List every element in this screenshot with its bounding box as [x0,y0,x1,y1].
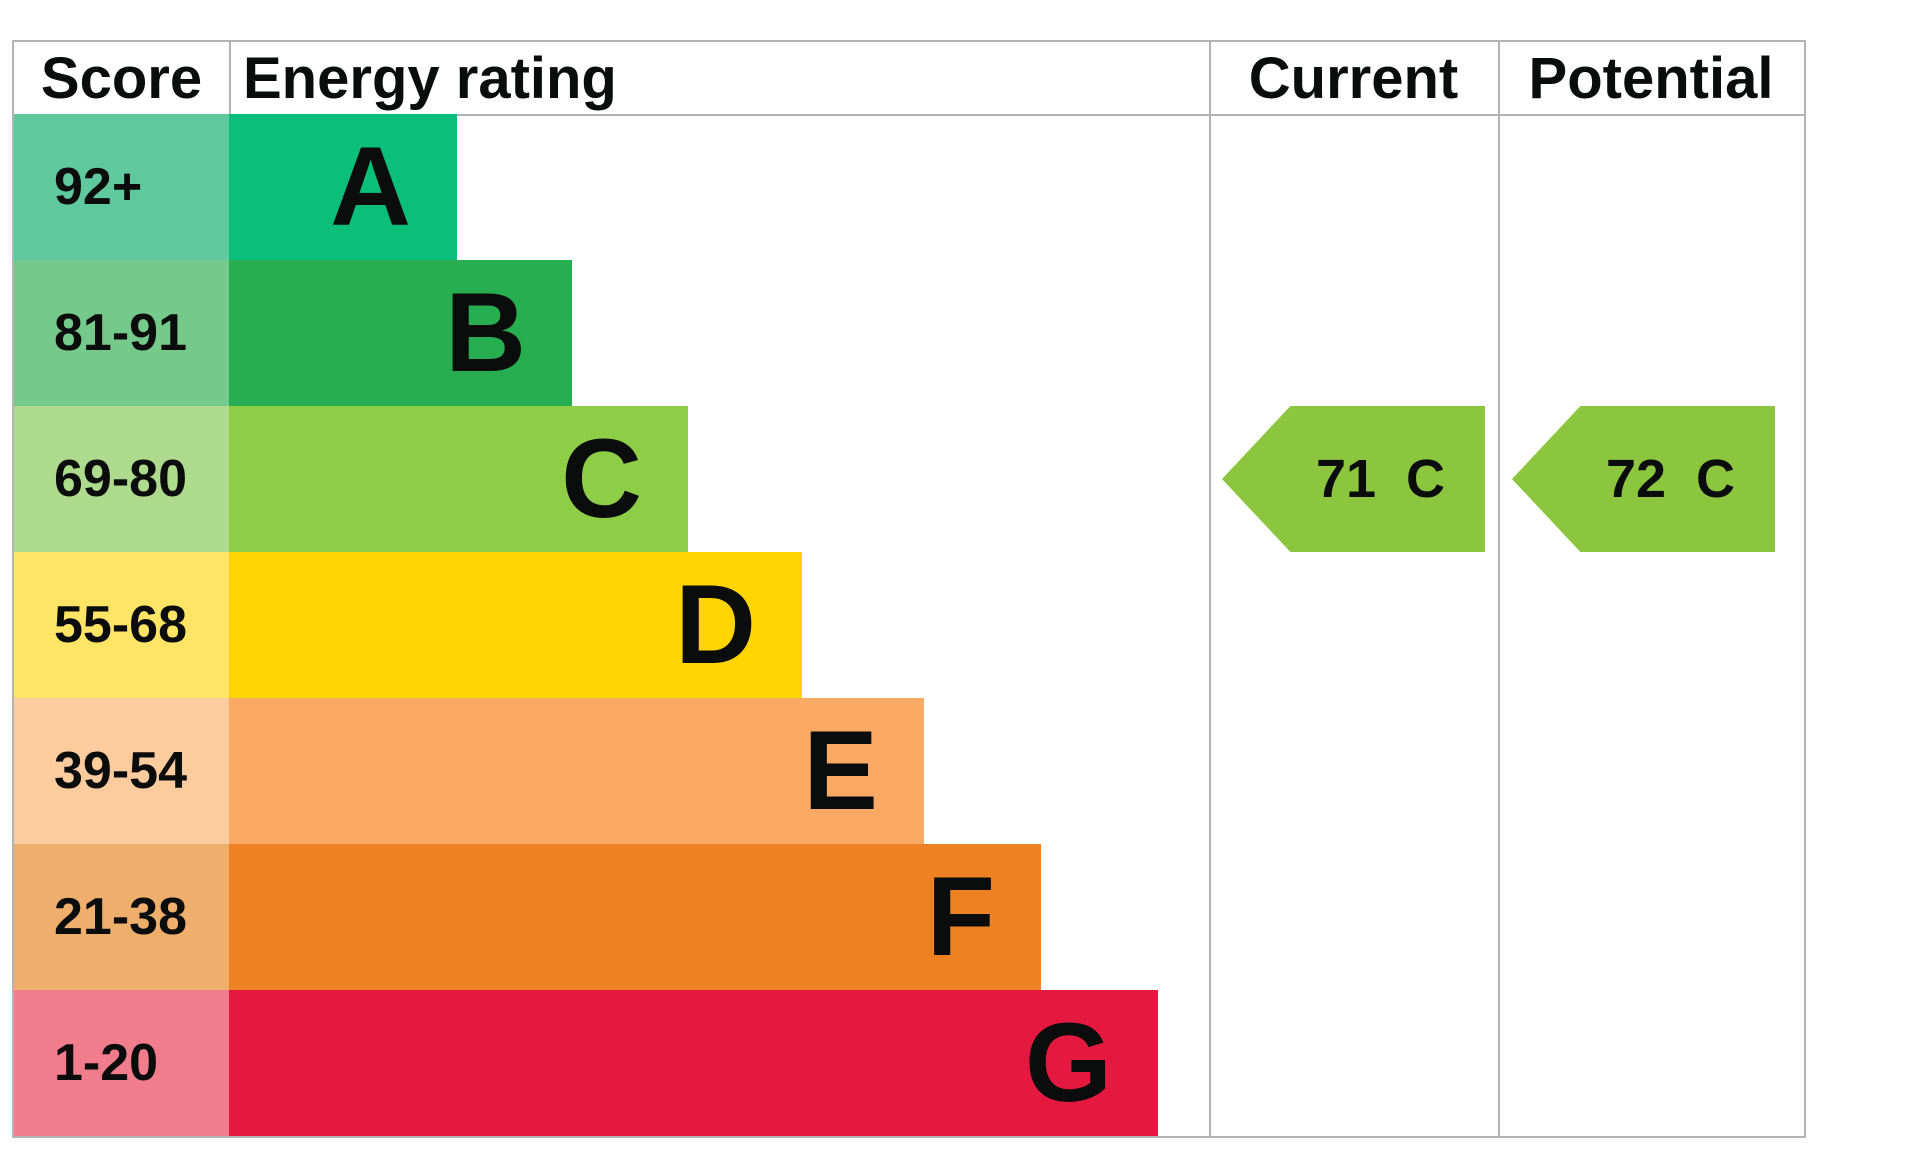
rating-bar-a: A [229,114,457,260]
potential-column-divider [1498,42,1500,1136]
rating-letter: B [445,270,526,395]
rating-bar-e: E [229,698,924,844]
header-potential: Potential [1528,45,1774,111]
band-row-g: 1-20 G [14,990,1804,1136]
band-row-d: 55-68 D [14,552,1804,698]
band-row-a: 92+ A [14,114,1804,260]
score-column-divider [229,42,231,114]
score-range-label: 55-68 [14,552,229,698]
score-range-label: 1-20 [14,990,229,1136]
rating-bar-d: D [229,552,802,698]
potential-rating-value: 72 [1605,449,1667,509]
rating-bar-c: C [229,406,688,552]
header-energy-rating: Energy rating [243,45,617,111]
band-row-c: 69-80 C [14,406,1804,552]
score-range-label: 81-91 [14,260,229,406]
rating-letter: C [561,416,642,541]
rating-bar-f: F [229,844,1041,990]
rating-letter: D [675,562,756,687]
current-column-divider [1209,42,1211,1136]
current-rating-value: 71 [1315,449,1377,509]
band-row-e: 39-54 E [14,698,1804,844]
band-row-f: 21-38 F [14,844,1804,990]
rating-letter: A [330,124,411,249]
header-current: Current [1248,45,1459,111]
score-range-label: 39-54 [14,698,229,844]
rating-bar-g: G [229,990,1158,1136]
current-rating-letter: C [1406,449,1446,509]
rating-letter: E [803,708,878,833]
potential-rating-letter: C [1696,449,1736,509]
header-score: Score [40,45,203,111]
score-range-label: 69-80 [14,406,229,552]
epc-table: Score Energy rating Current Potential 92… [12,40,1806,1138]
rating-bar-b: B [229,260,572,406]
rating-letter: G [1024,1000,1112,1125]
score-range-label: 92+ [14,114,229,260]
header-bottom-border [14,114,1804,116]
score-range-label: 21-38 [14,844,229,990]
band-row-b: 81-91 B [14,260,1804,406]
rating-letter: F [926,854,995,979]
